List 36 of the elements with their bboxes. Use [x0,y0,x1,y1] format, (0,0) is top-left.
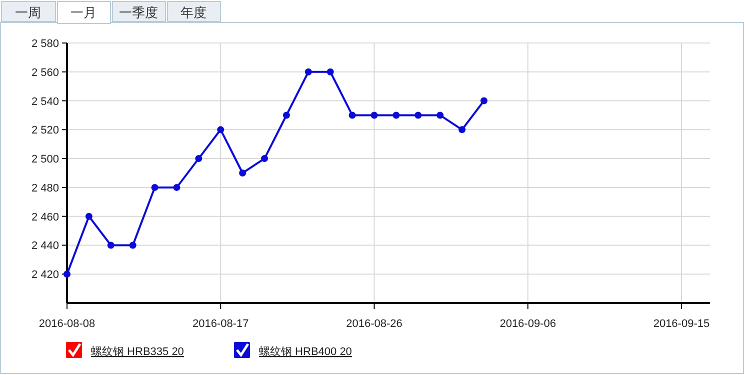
point [458,126,466,134]
x-tick-label: 2016-09-15 [653,318,710,330]
y-tick-label: 2 420 [31,269,59,282]
y-tick-label: 2 500 [31,154,59,166]
point [107,242,114,249]
point [326,68,334,76]
point [217,126,224,134]
legend-label: 螺纹钢 HRB335 20 [91,345,184,358]
point [480,97,488,104]
point [370,112,378,119]
point [261,155,268,162]
x-tick-label: 2016-08-17 [192,318,249,330]
point [282,112,290,119]
point [64,270,70,278]
y-tick-label: 2 480 [31,182,59,194]
point [195,155,202,162]
point [239,170,246,176]
point [173,184,180,191]
point [129,242,136,249]
point [414,112,422,119]
legend-label: 螺纹钢 HRB400 20 [259,345,352,358]
point [85,212,92,220]
y-tick-label: 2 520 [31,124,59,137]
x-tick-label: 2016-09-06 [500,318,556,330]
x-tick-label: 2016-08-08 [38,318,96,330]
point [392,112,400,119]
y-tick-label: 2 440 [31,240,59,252]
y-tick-label: 2 580 [31,38,59,50]
point [151,184,158,191]
point [348,112,356,119]
y-tick-label: 2 560 [31,66,59,79]
point [304,68,312,76]
y-tick-label: 2 460 [31,211,59,224]
y-tick-label: 2 540 [31,96,59,108]
point [436,112,444,119]
x-tick-label: 2016-08-26 [346,318,402,330]
